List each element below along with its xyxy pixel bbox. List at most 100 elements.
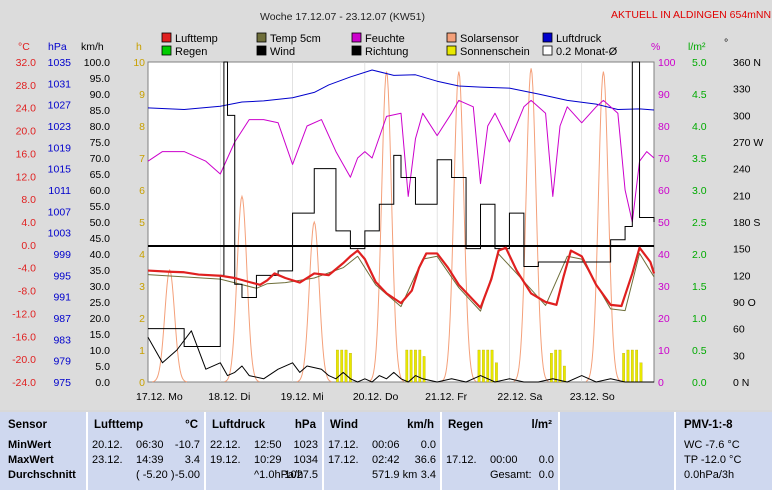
- stats-label-max: MaxWert: [8, 454, 54, 466]
- stats-row-lufttemp: ( -5.20 ) -5.00: [88, 468, 204, 483]
- tick-label-temp: -16.0: [12, 331, 36, 343]
- stats-header-regen: Regen: [448, 419, 484, 431]
- stats-value: 0.0: [420, 439, 436, 451]
- x-tick-label: 23.12. So: [570, 391, 615, 403]
- tick-label-pressure: 1027: [48, 100, 72, 112]
- tick-label-direction: 120: [733, 270, 751, 282]
- stats-date: 17.12.: [328, 439, 359, 451]
- tick-label-wind: 70.0: [90, 153, 111, 165]
- tick-label-pressure: 975: [53, 377, 71, 389]
- tick-label-humidity: 50: [658, 217, 670, 229]
- stats-row-lufttemp: 20.12. 06:30 -10.7: [88, 438, 204, 453]
- stats-row-wind: 17.12. 00:06 0.0: [324, 438, 440, 453]
- stats-row-regen: [442, 438, 558, 453]
- stats-date: 17.12.: [328, 454, 359, 466]
- tick-label-wind: 75.0: [90, 137, 111, 149]
- tick-label-wind: 35.0: [90, 265, 111, 277]
- tick-label-pressure: 979: [53, 356, 71, 368]
- legend-label: Luftdruck: [556, 33, 602, 45]
- legend-label: 0.2 Monat-Ø: [556, 46, 618, 58]
- axis-unit-rain: l/m²: [688, 41, 706, 53]
- sunshine-bar: [554, 349, 558, 383]
- tick-label-pressure: 995: [53, 270, 71, 282]
- tick-label-direction: 270 W: [733, 137, 763, 149]
- tick-label-pressure: 1023: [48, 121, 72, 133]
- stats-time: 12:50: [254, 439, 282, 451]
- stats-value: 1027.5: [284, 469, 318, 481]
- tick-label-humidity: 10: [658, 345, 670, 357]
- stats-time: ( -5.20 ): [136, 469, 175, 481]
- tick-label-pressure: 999: [53, 249, 71, 261]
- legend-label: Solarsensor: [460, 33, 519, 45]
- stats-col-pmv: PMV-1:-8 WC -7.6 °C TP -12.0 °C 0.0hPa/3…: [676, 412, 772, 490]
- stats-col-lufttemp: Lufttemp °C 20.12. 06:30 -10.7 23.12. 14:39 3.4…: [88, 412, 206, 490]
- tick-label-rain: 3.5: [692, 153, 707, 165]
- tick-label-pressure: 1015: [48, 164, 72, 176]
- tick-label-pressure: 987: [53, 313, 71, 325]
- tick-label-sun: 1: [139, 345, 145, 357]
- tick-label-temp: 16.0: [16, 148, 37, 160]
- tick-label-wind: 90.0: [90, 89, 111, 101]
- stats-value: 0.0: [538, 454, 554, 466]
- tick-label-direction: 300: [733, 110, 751, 122]
- x-tick-label: 20.12. Do: [353, 391, 399, 403]
- stats-label-min: MinWert: [8, 439, 52, 451]
- tick-label-sun: 8: [139, 121, 145, 133]
- stats-time: ^1.0hPa/h: [254, 469, 304, 481]
- tick-label-rain: 4.5: [692, 89, 707, 101]
- tick-label-temp: -24.0: [12, 377, 36, 389]
- tick-label-temp: 4.0: [21, 217, 36, 229]
- tick-label-wind: 10.0: [90, 345, 111, 357]
- series-line-luftdruck: [147, 69, 655, 111]
- tick-label-wind: 50.0: [90, 217, 111, 229]
- tick-label-wind: 40.0: [90, 249, 111, 261]
- stats-date: 22.12.: [210, 439, 241, 451]
- series-line-feuchte: [147, 99, 655, 223]
- tick-label-pressure: 1011: [48, 185, 71, 197]
- sunshine-bar: [495, 362, 498, 383]
- stats-header-pmv: PMV-1:-8: [684, 419, 733, 431]
- tick-label-sun: 0: [139, 377, 145, 389]
- pmv-pressure-trend: 0.0hPa/3h: [684, 469, 735, 481]
- stats-time: 14:39: [136, 454, 164, 466]
- tick-label-sun: 9: [139, 89, 145, 101]
- sunshine-bar: [336, 349, 339, 383]
- stats-row-luftdruck: ^1.0hPa/h 1027.5: [206, 468, 322, 483]
- pmv-dewpoint: TP -12.0 °C: [684, 454, 742, 466]
- tick-label-wind: 65.0: [90, 169, 111, 181]
- tick-label-sun: 6: [139, 185, 145, 197]
- tick-label-humidity: 60: [658, 185, 670, 197]
- x-tick-label: 22.12. Sa: [497, 391, 542, 403]
- sunshine-bar: [414, 349, 417, 383]
- sunshine-bar: [349, 353, 352, 383]
- sunshine-bar: [422, 356, 426, 383]
- weather-chart: Woche 17.12.07 - 23.12.07 (KW51) AKTUELL …: [12, 9, 772, 403]
- tick-label-temp: 32.0: [16, 57, 37, 69]
- tick-label-rain: 0.5: [692, 345, 707, 357]
- stats-row-luftdruck: 19.12. 10:29 1034: [206, 453, 322, 468]
- legend-label: Regen: [175, 46, 207, 58]
- x-tick-label: 17.12. Mo: [136, 391, 183, 403]
- stats-row-wind: 17.12. 02:42 36.6: [324, 453, 440, 468]
- tick-label-pressure: 991: [53, 292, 71, 304]
- legend-swatch: [351, 45, 362, 56]
- tick-label-wind: 80.0: [90, 121, 111, 133]
- tick-label-wind: 100.0: [84, 57, 110, 69]
- tick-label-humidity: 20: [658, 313, 670, 325]
- sunshine-bar: [639, 362, 643, 383]
- stats-header-sensor: Sensor: [8, 419, 47, 431]
- tick-label-pressure: 1035: [48, 57, 72, 69]
- stats-col-spacer: [560, 412, 676, 490]
- tick-label-sun: 3: [139, 281, 145, 293]
- series-line-lufttemp: [147, 246, 656, 309]
- stats-row-lufttemp: 23.12. 14:39 3.4: [88, 453, 204, 468]
- stats-time: Gesamt:: [490, 469, 532, 481]
- axis-unit-direction: °: [724, 37, 728, 49]
- stats-time: 571.9 km: [372, 469, 418, 481]
- stats-value: -5.00: [174, 469, 200, 481]
- tick-label-sun: 10: [133, 57, 145, 69]
- sunshine-bar: [409, 349, 413, 383]
- tick-label-wind: 5.0: [95, 361, 110, 373]
- axis-unit-temp: °C: [18, 41, 30, 53]
- tick-label-sun: 2: [139, 313, 145, 325]
